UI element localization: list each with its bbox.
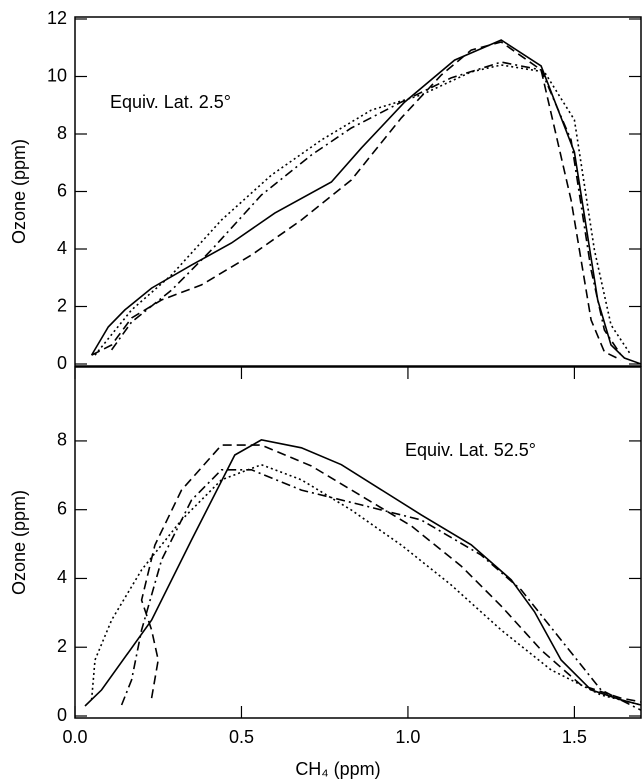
y-tick-label: 4 xyxy=(57,567,67,587)
y-tick-label: 2 xyxy=(57,636,67,656)
data-line xyxy=(84,439,642,707)
y-tick-label: 6 xyxy=(57,498,67,518)
y-axis-label: Ozone (ppm) xyxy=(9,139,29,244)
plot-frame xyxy=(74,16,642,367)
x-tick-label: 0.5 xyxy=(229,727,254,747)
plot-frame xyxy=(74,366,642,719)
data-line xyxy=(110,61,622,356)
y-tick-label: 6 xyxy=(57,180,67,200)
y-axis-label: Ozone (ppm) xyxy=(9,490,29,595)
data-line xyxy=(90,463,642,706)
y-tick-label: 0 xyxy=(57,705,67,725)
data-line xyxy=(91,41,622,361)
y-tick-label: 12 xyxy=(47,8,67,28)
data-line xyxy=(94,64,632,356)
y-tick-label: 10 xyxy=(47,65,67,85)
x-axis-label: CH₄ (ppm) xyxy=(295,759,380,779)
y-tick-label: 8 xyxy=(57,123,67,143)
data-line xyxy=(140,444,642,703)
x-tick-label: 1.0 xyxy=(395,727,420,747)
x-tick-label: 1.5 xyxy=(562,727,587,747)
x-tick-label: 0.0 xyxy=(62,727,87,747)
y-tick-label: 8 xyxy=(57,430,67,450)
y-tick-label: 4 xyxy=(57,238,67,258)
series-group xyxy=(90,39,642,365)
y-tick-label: 2 xyxy=(57,295,67,315)
data-line xyxy=(120,469,642,711)
annotation: Equiv. Lat. 52.5° xyxy=(405,440,536,460)
data-line xyxy=(90,39,642,365)
annotation: Equiv. Lat. 2.5° xyxy=(110,92,231,112)
series-group xyxy=(84,439,642,711)
y-tick-label: 0 xyxy=(57,353,67,373)
